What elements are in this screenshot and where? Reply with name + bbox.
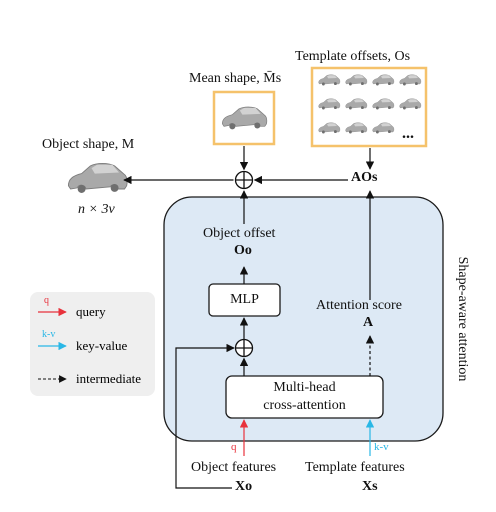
mlp-label: MLP [230, 292, 259, 307]
legend-query-tag: q [44, 295, 49, 306]
cross-attention-label: Multi-head cross-attention [226, 379, 383, 415]
object-offset-label: Object offset [203, 226, 276, 241]
cross-attention-box [225, 375, 384, 419]
residual-sum-plus-circle-icon [234, 338, 254, 358]
mean-shape-label: Mean shape, M̄s [189, 71, 282, 86]
object-shape-label: Object shape, M [42, 137, 135, 152]
a-label: A [363, 315, 374, 330]
legend-box [30, 292, 155, 396]
kv-tag: k-v [374, 441, 389, 453]
residual-skip-arrow [175, 343, 235, 489]
template-ellipsis: ... [402, 125, 414, 142]
object-shape-car-icon [67, 162, 128, 194]
template-offsets-label: Template offsets, Os [295, 49, 411, 64]
template-features-label: Template features [305, 460, 405, 475]
legend-kv-text: key-value [76, 338, 128, 353]
attention-score-label: Attention score [316, 298, 402, 313]
top-sum-plus-circle-icon [234, 170, 254, 190]
query-tag: q [231, 441, 237, 453]
ao-s-label: AOs [351, 170, 378, 185]
object-features-label: Object features [191, 460, 277, 475]
o-o-label: Oo [234, 243, 252, 258]
cross-attention-line1: Multi-head [273, 380, 336, 395]
x-o-label: Xo [235, 479, 253, 494]
legend-query-text: query [76, 304, 106, 319]
panel-title: Shape-aware attention [455, 256, 470, 382]
legend-intermediate-text: intermediate [76, 371, 141, 386]
x-s-label: Xs [362, 479, 378, 494]
legend-kv-tag: k-v [42, 329, 56, 340]
object-shape-dim-label: n × 3v [78, 202, 115, 217]
cross-attention-line2: cross-attention [263, 398, 346, 413]
